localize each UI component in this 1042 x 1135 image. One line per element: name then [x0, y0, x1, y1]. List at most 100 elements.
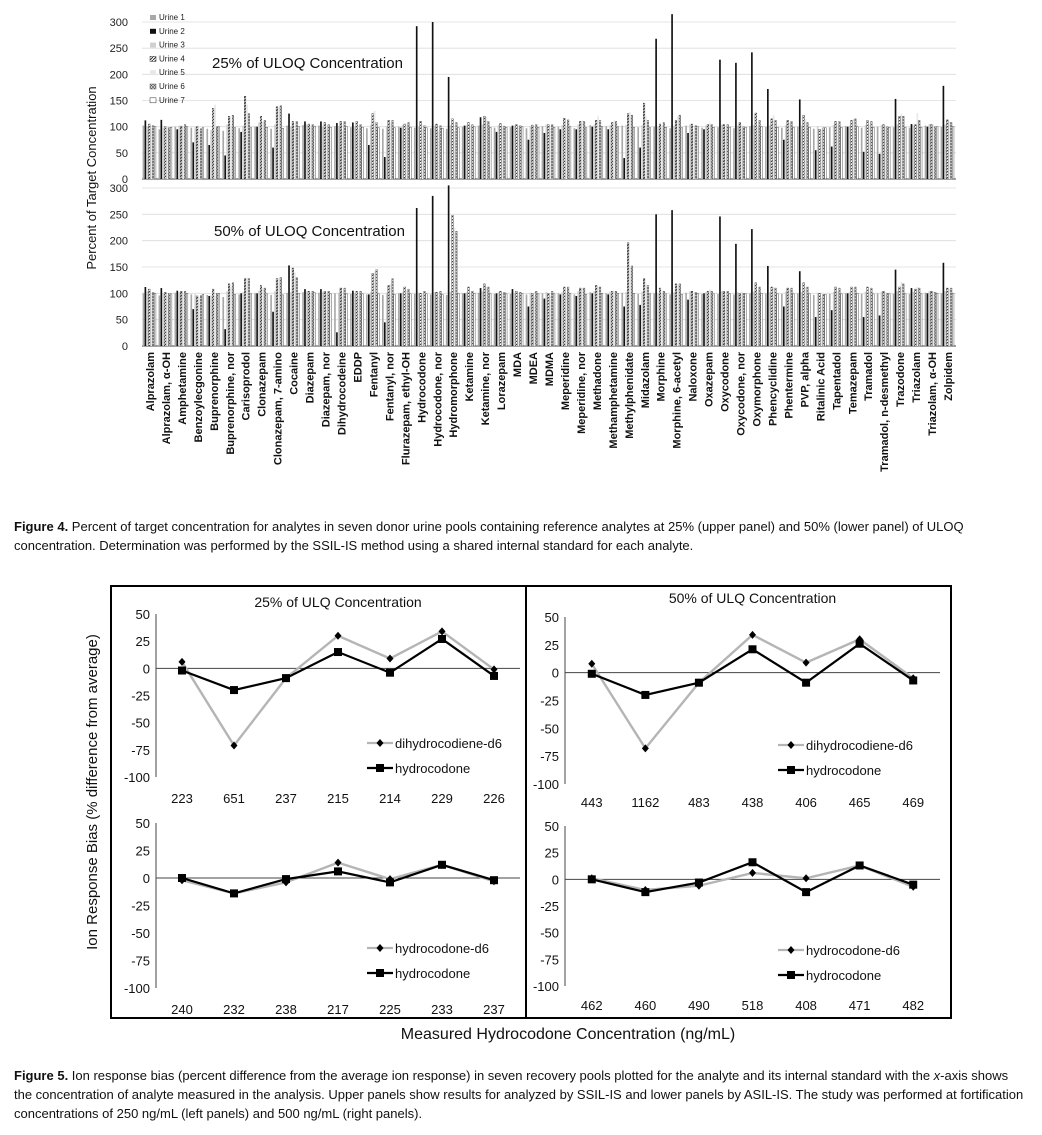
bar — [898, 115, 901, 180]
bar — [201, 294, 205, 347]
bar — [541, 293, 544, 346]
data-point-square — [909, 676, 918, 685]
bar — [461, 126, 464, 179]
category-label: Benzoylecgonine — [193, 352, 205, 442]
bar — [313, 292, 316, 347]
bar — [888, 126, 891, 180]
bar — [383, 322, 386, 346]
y-tick-label: -100 — [124, 981, 150, 996]
bar — [493, 127, 496, 179]
bar — [770, 286, 773, 347]
bar — [822, 127, 825, 180]
bar — [664, 293, 667, 347]
bar — [291, 121, 294, 180]
bar — [513, 292, 516, 346]
legend-label: dihydrocodiene-d6 — [806, 738, 913, 753]
bar — [609, 125, 612, 179]
bar — [429, 294, 432, 346]
bar — [860, 127, 863, 179]
bar — [150, 294, 153, 346]
bar — [719, 216, 721, 346]
bar — [886, 293, 889, 347]
bar — [391, 278, 394, 347]
bar — [318, 292, 320, 346]
bar — [717, 127, 719, 179]
bar — [914, 288, 917, 347]
bar — [341, 130, 344, 179]
bar — [206, 128, 209, 179]
bar — [549, 295, 552, 346]
category-label: Methylphenidate — [624, 352, 636, 439]
bar — [154, 293, 157, 347]
category-label: Amphetamine — [177, 352, 189, 425]
bar — [541, 126, 544, 179]
bar — [850, 286, 853, 347]
bar — [884, 292, 887, 346]
bar — [920, 126, 923, 180]
data-point-square — [909, 880, 918, 889]
data-point-diamond — [386, 654, 394, 663]
bar — [325, 293, 328, 346]
bar — [630, 265, 634, 347]
bar — [790, 121, 793, 180]
bar — [226, 291, 228, 346]
bar — [469, 293, 472, 346]
bar — [256, 126, 258, 179]
bar — [830, 310, 833, 346]
bar — [447, 76, 450, 179]
bar — [563, 286, 566, 347]
bar — [160, 288, 163, 346]
bar — [355, 291, 358, 347]
bar — [144, 287, 147, 346]
bar — [559, 294, 562, 346]
bar — [706, 291, 709, 347]
bar — [215, 126, 219, 180]
data-point-square — [855, 639, 864, 648]
bar — [653, 293, 655, 346]
bar — [553, 126, 556, 180]
bar — [200, 295, 203, 347]
bar — [876, 126, 879, 179]
bar — [186, 126, 189, 180]
bar — [908, 127, 911, 179]
bar — [551, 124, 554, 180]
bar — [509, 293, 512, 346]
category-label: Lorazepam — [496, 352, 508, 410]
bar — [537, 293, 540, 347]
y-tick-label: 150 — [110, 96, 128, 108]
bar — [483, 115, 486, 180]
bar — [270, 294, 272, 346]
bar — [744, 126, 747, 180]
bar — [543, 132, 546, 179]
bar — [878, 153, 881, 179]
data-point-diamond — [490, 665, 498, 674]
bar — [471, 291, 474, 347]
legend-swatch — [149, 97, 157, 104]
bar — [599, 286, 602, 347]
y-tick-label: 0 — [143, 871, 150, 886]
bar — [238, 294, 241, 346]
bar — [311, 124, 314, 180]
bar — [489, 293, 492, 347]
bar — [515, 124, 518, 180]
legend-marker — [376, 944, 384, 952]
bar — [648, 127, 651, 180]
category-label: Tramadol, n-desmethyl — [879, 352, 891, 472]
y-tick-label: 0 — [552, 872, 559, 887]
bar — [892, 127, 895, 179]
bar — [573, 294, 576, 346]
bar — [515, 291, 518, 347]
bar — [288, 113, 290, 179]
bar — [259, 115, 263, 180]
bar — [373, 110, 376, 179]
category-label: Phentermine — [783, 352, 795, 419]
bar — [489, 126, 492, 180]
bar — [637, 293, 640, 346]
bar — [433, 125, 436, 179]
bar — [687, 299, 689, 346]
legend-marker — [787, 971, 795, 979]
bar — [501, 126, 504, 179]
bar — [685, 125, 687, 179]
bar — [352, 122, 354, 179]
